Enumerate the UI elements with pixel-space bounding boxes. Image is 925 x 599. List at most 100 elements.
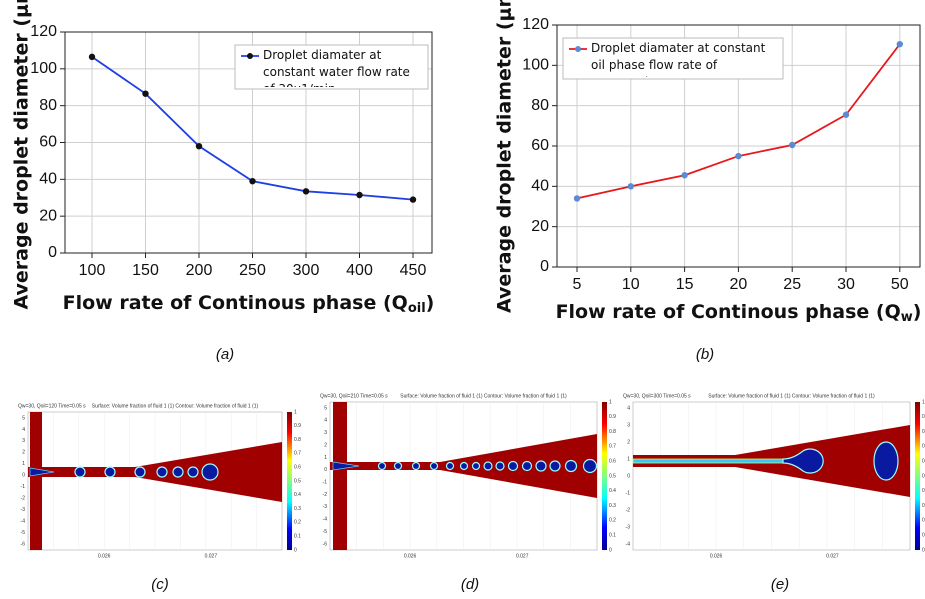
colorbar-tick: 0.5	[294, 478, 301, 484]
x-axis-label: Flow rate of Continous phase (Qw)	[556, 301, 922, 325]
colorbar-tick: 0.2	[609, 518, 616, 524]
data-point	[735, 152, 742, 160]
jet-tip	[332, 461, 360, 471]
sim-y-tick: 1	[627, 456, 630, 462]
legend-box	[562, 37, 784, 80]
y-tick-label: 20	[39, 207, 57, 224]
data-point	[842, 111, 850, 118]
y-tick-label: 80	[531, 97, 549, 114]
y-tick-label: 120	[522, 16, 549, 33]
sim-y-tick: -1	[626, 490, 631, 496]
channel	[28, 442, 282, 502]
colorbar-tick: 0.3	[609, 503, 616, 509]
sim-y-tick: -4	[626, 541, 631, 547]
colorbar	[287, 412, 292, 550]
legend-marker	[575, 46, 581, 52]
colorbar-tick: 0.7	[922, 444, 925, 450]
sim-y-tick: 4	[22, 427, 25, 433]
colorbar-tick: 0.4	[294, 492, 301, 498]
sim-y-tick: -3	[626, 524, 631, 530]
sim-title: Surface: Volume fraction of fluid 1 (1) …	[92, 403, 259, 409]
colorbar	[915, 402, 920, 550]
data-point	[573, 195, 581, 202]
droplet	[377, 461, 387, 471]
colorbar-tick: 0.8	[294, 437, 301, 443]
colorbar-tick: 0.8	[922, 429, 925, 435]
data-point	[195, 142, 203, 150]
x-tick-label: 250	[239, 262, 266, 279]
sim-y-tick: 0	[627, 473, 630, 479]
droplet	[393, 461, 403, 471]
x-tick-label: 50	[891, 276, 909, 293]
sim-y-tick: 1	[22, 461, 25, 467]
caption: (e)	[771, 576, 789, 593]
colorbar-tick: 0.7	[609, 444, 616, 450]
colorbar-tick: 0.4	[922, 488, 925, 494]
caption: (b)	[696, 346, 714, 363]
colorbar-tick: 0.9	[294, 423, 301, 429]
colorbar-tick: 1	[609, 399, 612, 405]
caption: (c)	[151, 576, 169, 593]
droplet	[445, 461, 455, 471]
x-tick-label: 150	[132, 262, 159, 279]
sim-y-tick: 2	[627, 439, 630, 445]
droplet	[521, 460, 533, 472]
sim-y-tick: -4	[323, 517, 328, 523]
sim-header: Qw=30, Qoil=120 Time=0.05 s	[18, 403, 86, 409]
sim-y-tick: 5	[324, 405, 327, 411]
sim-y-tick: -3	[323, 504, 328, 510]
droplet	[549, 460, 561, 472]
sim-title: Surface: Volume fraction of fluid 1 (1) …	[400, 393, 567, 399]
droplet	[74, 466, 86, 478]
colorbar-tick: 0.5	[609, 473, 616, 479]
droplet	[582, 458, 598, 474]
droplet	[507, 460, 519, 472]
data-point	[88, 53, 96, 61]
colorbar-tick: 0.9	[922, 414, 925, 420]
sim-y-tick: 1	[324, 455, 327, 461]
colorbar-tick: 0	[294, 547, 297, 553]
sim-y-tick: 3	[627, 422, 630, 428]
colorbar-tick: 0.1	[294, 534, 301, 540]
sim-y-tick: -2	[21, 496, 26, 502]
caption: (a)	[216, 346, 234, 363]
jet-tip	[29, 467, 55, 477]
colorbar-tick: 0.6	[609, 459, 616, 465]
x-tick-label: 30	[837, 276, 855, 293]
sim-y-tick: -4	[21, 518, 26, 524]
sim-x-tick: 0.027	[205, 553, 218, 559]
x-tick-label: 20	[730, 276, 748, 293]
droplet	[564, 459, 578, 473]
sim-x-tick: 0.026	[404, 553, 417, 559]
droplet	[429, 461, 439, 471]
sim-y-tick: 4	[627, 405, 630, 411]
droplet	[495, 461, 505, 471]
droplet	[535, 460, 547, 472]
droplet	[172, 466, 184, 478]
y-tick-label: 40	[531, 178, 549, 195]
colorbar-tick: 0.5	[922, 473, 925, 479]
legend-label: Droplet diamater at constant oil phase f…	[591, 41, 766, 77]
plot-frame	[64, 31, 433, 254]
sim-x-tick: 0.027	[826, 553, 839, 559]
sim-y-tick: -6	[323, 541, 328, 547]
data-point	[302, 188, 310, 195]
caption: (d)	[461, 576, 479, 593]
y-tick-label: 60	[39, 134, 57, 151]
droplet	[134, 466, 146, 478]
droplet	[873, 441, 899, 481]
data-point	[896, 40, 903, 48]
x-tick-label: 200	[186, 262, 213, 279]
y-tick-label: 80	[39, 97, 57, 114]
droplet	[187, 466, 199, 478]
y-axis-label: Average droplet diameter (μm)	[11, 0, 33, 310]
x-axis-label-subscript: w	[901, 310, 913, 325]
droplet	[156, 466, 168, 478]
y-tick-label: 100	[30, 60, 57, 77]
droplet	[201, 463, 219, 481]
droplet	[483, 461, 493, 471]
data-point	[142, 90, 149, 97]
sim-y-tick: -1	[21, 484, 26, 490]
colorbar-tick: 0	[922, 547, 925, 553]
y-tick-label: 100	[522, 57, 549, 74]
